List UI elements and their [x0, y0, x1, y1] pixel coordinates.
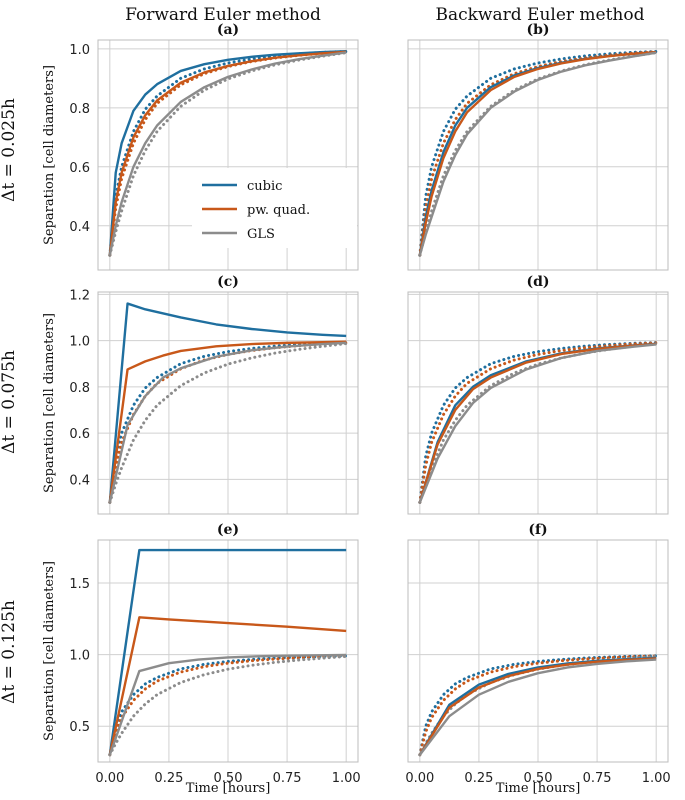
panel-f: 0.00 0.25 0.50 0.75 1.00 (f) Time [hours]: [405, 522, 670, 796]
panel-title: (c): [217, 274, 239, 290]
series-line-cubic-dotted: [418, 654, 658, 757]
series-line-GLS-dotted: [108, 654, 348, 757]
plot-frame: [97, 539, 359, 763]
column-title-forward-euler: Forward Euler method: [125, 5, 321, 25]
series-line-cubic-dotted: [418, 50, 658, 257]
legend: cubic pw. quad. GLS: [192, 168, 357, 248]
legend-label-gls: GLS: [247, 227, 275, 242]
row-title-dt-0025: Δt = 0.025h: [0, 98, 19, 202]
series-line-cubic-dotted: [108, 654, 348, 757]
y-tick-label: 0.8: [69, 381, 90, 396]
plot-frame: [97, 39, 359, 271]
y-axis-label: Separation [cell diameters]: [42, 313, 57, 493]
series-line-pw-quad-solid: [108, 340, 347, 503]
series-line-cubic-solid: [108, 302, 347, 503]
y-axis-label: Separation [cell diameters]: [42, 561, 57, 741]
y-tick-label: 0.6: [69, 161, 90, 176]
panel-title: (d): [526, 274, 549, 290]
x-tick-label: 0.50: [214, 771, 243, 786]
panel-grid: 0.4 0.6 0.8 1.0 (a) Separation [cell diameter…: [42, 22, 671, 796]
y-tick-label: 0.8: [69, 102, 90, 117]
series-line-cubic-solid: [108, 50, 347, 256]
series-line-pw-quad-dotted: [418, 341, 658, 504]
series-line-pw-quad-solid: [108, 616, 347, 756]
legend-label-pw-quad: pw. quad.: [247, 203, 310, 218]
x-tick-label: 1.00: [332, 771, 361, 786]
panel-a: 0.4 0.6 0.8 1.0 (a) Separation [cell diameter…: [42, 22, 359, 271]
series-line-cubic-solid: [108, 548, 347, 756]
x-tick-label: 0.00: [95, 771, 124, 786]
panel-title: (f): [528, 522, 547, 538]
series-line-pw-quad-solid: [418, 657, 657, 756]
panel-b: (b): [407, 22, 669, 271]
x-tick-label: 0.00: [405, 771, 434, 786]
panel-c: 0.4 0.6 0.8 1.0 1.2 (c) Separation [cell diame…: [42, 274, 359, 515]
column-title-backward-euler: Backward Euler method: [435, 5, 644, 25]
plot-frame: [407, 539, 669, 763]
y-tick-label: 1.5: [69, 577, 90, 592]
x-axis-label: Time [hours]: [186, 781, 271, 796]
panel-title: (a): [217, 22, 239, 38]
series-line-pw-quad-solid: [418, 342, 657, 503]
series-line-GLS-solid: [418, 343, 657, 503]
series-line-GLS-solid: [108, 51, 347, 256]
row-title-dt-0075: Δt = 0.075h: [0, 350, 19, 454]
plot-frame: [407, 39, 669, 271]
legend-label-cubic: cubic: [247, 179, 282, 194]
series-line-GLS-solid: [418, 51, 657, 256]
panel-d: (d): [407, 274, 669, 515]
x-tick-label: 0.75: [273, 771, 302, 786]
panel-title: (e): [217, 522, 239, 538]
series-line-GLS-solid: [108, 341, 347, 503]
y-tick-label: 0.4: [69, 473, 90, 488]
x-tick-label: 1.00: [642, 771, 671, 786]
series-line-pw-quad-dotted: [418, 654, 658, 757]
x-tick-label: 0.25: [154, 771, 183, 786]
y-axis-label: Separation [cell diameters]: [42, 65, 57, 245]
plot-frame: [407, 291, 669, 515]
series-line-pw-quad-solid: [108, 50, 347, 256]
y-tick-label: 0.6: [69, 427, 90, 442]
series-line-pw-quad-dotted: [108, 654, 348, 757]
x-axis-label: Time [hours]: [496, 781, 581, 796]
series-line-GLS-dotted: [108, 342, 348, 504]
y-tick-label: 1.2: [69, 288, 90, 303]
series-line-GLS-solid: [418, 658, 657, 756]
series-line-GLS-solid: [108, 653, 347, 756]
x-tick-label: 0.25: [464, 771, 493, 786]
panel-e: 0.00 0.25 0.50 0.75 1.00 0.5 1.0 1.5 (e) Separati…: [42, 522, 361, 796]
y-tick-label: 1.0: [69, 335, 90, 350]
x-tick-label: 0.75: [583, 771, 612, 786]
row-title-dt-0125: Δt = 0.125h: [0, 600, 19, 704]
y-tick-label: 1.0: [69, 43, 90, 58]
y-tick-label: 0.5: [69, 720, 90, 735]
y-tick-label: 0.4: [69, 220, 90, 235]
panel-title: (b): [526, 22, 549, 38]
plot-frame: [97, 291, 359, 515]
x-tick-label: 0.50: [524, 771, 553, 786]
y-tick-label: 1.0: [69, 649, 90, 664]
series-line-pw-quad-solid: [418, 50, 657, 256]
